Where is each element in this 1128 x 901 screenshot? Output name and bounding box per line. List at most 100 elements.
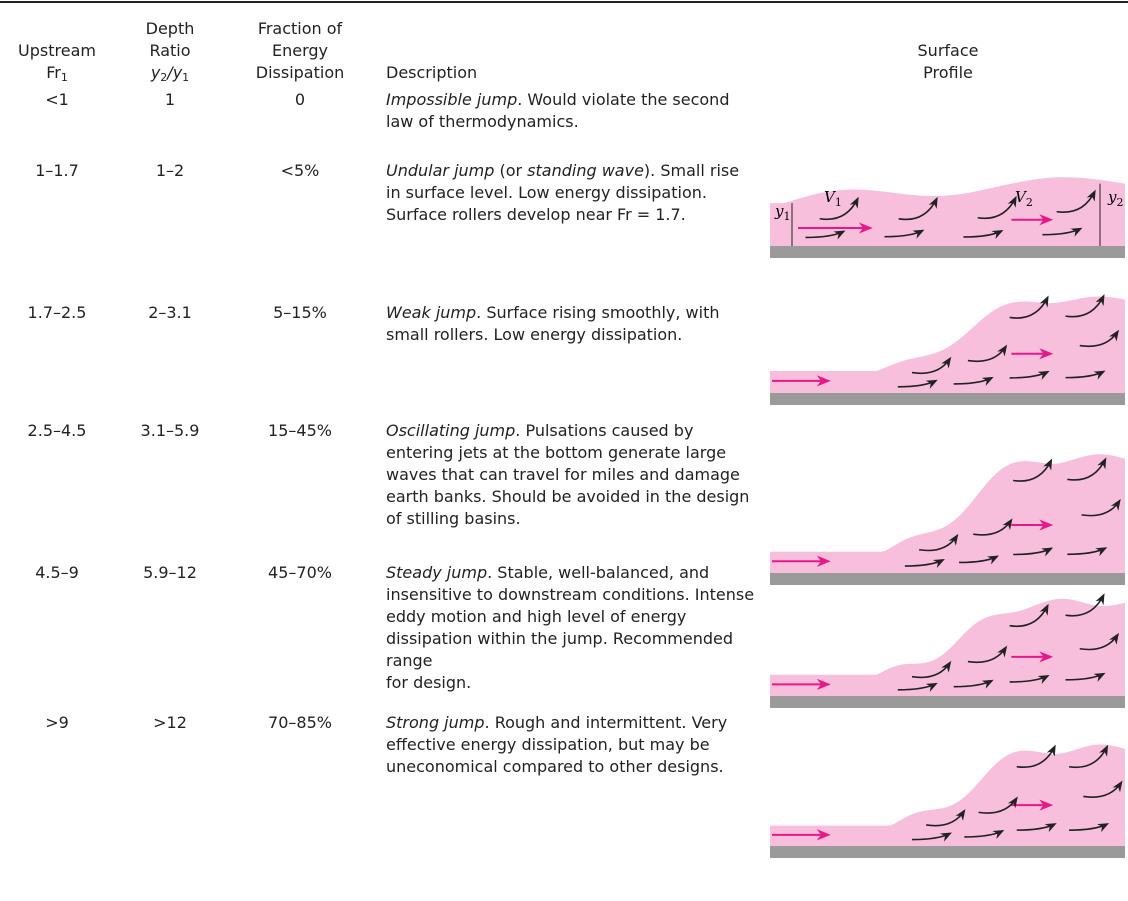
header-ratio: y2/y1 [118, 62, 222, 84]
header-line: Surface [917, 41, 979, 60]
profile-label: V1 [824, 188, 842, 209]
roller-arrow [1016, 823, 1057, 833]
description: Steady jump. Stable, well-balanced, and … [386, 562, 758, 694]
description-text: . Stable, well-balanced, and insensitive… [386, 563, 755, 692]
roller-arrow [898, 196, 938, 221]
description: Undular jump (or standing wave). Small r… [386, 160, 758, 226]
roller-arrow [1009, 370, 1050, 380]
depth-ratio: 3.1–5.9 [140, 421, 200, 440]
roller-arrow [1079, 329, 1119, 348]
header-cell: Upstream Fr1 [0, 40, 114, 84]
roller-arrow [1016, 744, 1056, 769]
description-term: Steady jump [386, 563, 488, 582]
subscript: 1 [835, 196, 842, 209]
roller-arrow [805, 230, 846, 240]
depth-ratio: 1 [164, 90, 176, 109]
description-term: Weak jump [386, 303, 477, 322]
header-line: Description [386, 63, 478, 82]
roller-arrow [1009, 295, 1049, 319]
roller-arrow [978, 796, 1018, 814]
description-term: standing wave [527, 161, 644, 180]
energy-dissipation: 45–70% [268, 563, 332, 582]
description-text: . Surface rising smoothly, with small ro… [386, 303, 720, 344]
roller-arrow [967, 645, 1008, 664]
description-term: Oscillating jump [386, 421, 516, 440]
header-line: Ratio [149, 41, 191, 60]
upstream-froude: 2.5–4.5 [27, 421, 87, 440]
header-cell: Depth Ratio y2/y1 [118, 18, 222, 84]
upstream-froude: 1.7–2.5 [27, 303, 87, 322]
symbol: y [150, 63, 161, 82]
roller-arrow [911, 660, 952, 679]
roller-arrow [1067, 457, 1107, 481]
header-line: Upstream [18, 41, 96, 60]
roller-arrow [1056, 189, 1096, 213]
roller-arrow [1065, 593, 1105, 617]
water [770, 744, 1125, 846]
profile-label: y2 [1107, 188, 1123, 209]
energy-dissipation: 0 [294, 90, 306, 109]
description-term: Undular jump [386, 161, 495, 180]
subscript: 2 [1026, 196, 1033, 209]
subscript: 1 [783, 210, 790, 223]
roller-arrow [964, 829, 1005, 839]
roller-arrow [1083, 780, 1123, 798]
header-line: Profile [923, 63, 973, 82]
roller-arrow [1079, 632, 1119, 651]
roller-arrow [897, 682, 938, 692]
header-line: Fraction of [257, 19, 343, 38]
roller-arrow [953, 679, 994, 689]
header-cell: Fraction of Energy Dissipation [232, 18, 368, 84]
roller-arrow [926, 809, 966, 827]
slash: / [167, 63, 173, 82]
description: Strong jump. Rough and intermittent. Ver… [386, 712, 758, 778]
subscript: 2 [160, 71, 168, 84]
channel-bed [770, 246, 1125, 258]
description: Impossible jump. Would violate the secon… [386, 89, 758, 133]
symbol: V [1015, 188, 1028, 206]
description-term: Impossible jump [386, 90, 518, 109]
header-line: Energy [271, 41, 328, 60]
roller-arrow [911, 832, 953, 842]
roller-arrow [897, 379, 938, 389]
energy-dissipation: 15–45% [268, 421, 332, 440]
depth-ratio: 1–2 [155, 161, 185, 180]
water [770, 296, 1125, 393]
upstream-froude: >9 [45, 713, 69, 732]
depth-ratio: 5.9–12 [143, 563, 197, 582]
roller-arrow [1065, 370, 1106, 380]
description-text: (or [494, 161, 528, 180]
roller-arrow [918, 533, 959, 552]
profile-label: V2 [1015, 188, 1033, 209]
subscript: 1 [182, 71, 190, 84]
symbol: y [1107, 188, 1117, 206]
profile-label: y1 [774, 202, 790, 223]
symbol: Fr [46, 63, 61, 82]
depth-ratio: 2–3.1 [148, 303, 192, 322]
roller-arrow [1068, 744, 1109, 769]
roller-arrow [884, 229, 925, 239]
symbol: V [824, 188, 837, 206]
upstream-froude: <1 [45, 90, 69, 109]
roller-arrow [819, 196, 859, 221]
header-cell: Description [386, 62, 586, 84]
description-text: . Pulsations caused by entering jets at … [386, 421, 750, 528]
roller-arrow [904, 559, 945, 569]
channel-bed [770, 846, 1125, 858]
water [770, 598, 1125, 696]
description-text: . Would violate the second law of thermo… [386, 90, 730, 131]
roller-arrow [1013, 547, 1054, 557]
channel-bed [770, 573, 1125, 585]
header-cell: Surface Profile [770, 40, 1126, 84]
roller-arrow [953, 376, 994, 386]
description-text: ). Small rise in surface level. Low ener… [386, 161, 740, 224]
channel-bed [770, 393, 1125, 405]
description-term: Strong jump [386, 713, 485, 732]
roller-arrow [1042, 227, 1083, 237]
header-line: Dissipation [255, 63, 345, 82]
roller-arrow [977, 195, 1017, 220]
energy-dissipation: 70–85% [268, 713, 332, 732]
header-line: Depth [145, 19, 195, 38]
